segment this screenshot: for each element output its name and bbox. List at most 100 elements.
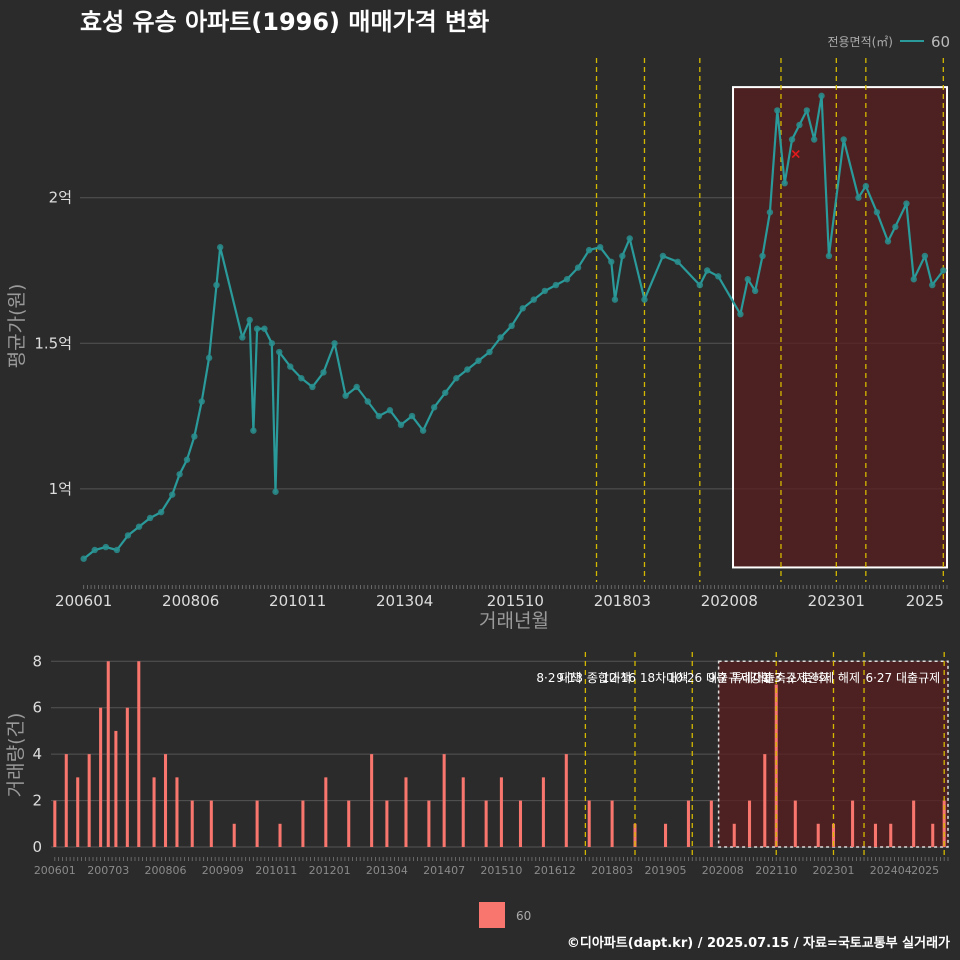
policy-label: 1·3 규제완화 bbox=[762, 671, 829, 685]
volume-bar bbox=[873, 823, 878, 847]
policy-label: 8·2 대책 bbox=[536, 670, 581, 685]
volume-bar bbox=[763, 754, 767, 847]
volume-bar bbox=[442, 754, 446, 847]
price-point bbox=[563, 276, 571, 283]
price-point bbox=[508, 322, 515, 330]
price-point bbox=[781, 179, 788, 187]
price-point bbox=[940, 267, 947, 274]
recent-trade-x bbox=[791, 150, 800, 159]
volume-bar bbox=[370, 754, 374, 847]
volume-bar bbox=[385, 800, 389, 847]
price-point bbox=[298, 375, 305, 382]
volume-bar bbox=[499, 777, 503, 847]
recent-trade-marker bbox=[791, 150, 800, 159]
price-point bbox=[408, 412, 416, 420]
policy-label: 12·16 18차대책 bbox=[602, 670, 689, 685]
price-x-tick-label: 201304 bbox=[376, 592, 433, 610]
volume-x-tick-label: 202301 bbox=[812, 864, 854, 877]
price-x-tick-label: 201510 bbox=[487, 592, 544, 610]
volume-bar bbox=[774, 684, 778, 847]
volume-bar bbox=[541, 777, 545, 847]
price-x-tick-label: 202301 bbox=[808, 592, 865, 610]
volume-x-ticks: 200601 200703 200806 200909 201011 201201 2013… bbox=[34, 857, 949, 877]
price-x-tick-label: 200601 bbox=[55, 592, 112, 610]
price-point bbox=[276, 348, 283, 356]
price-point bbox=[530, 296, 537, 303]
price-point bbox=[183, 456, 191, 463]
price-point bbox=[659, 252, 667, 260]
volume-bar bbox=[732, 823, 736, 847]
price-point bbox=[803, 107, 811, 114]
volume-bar bbox=[587, 800, 591, 847]
volume-bar bbox=[209, 800, 213, 847]
price-point bbox=[386, 407, 394, 414]
volume-bar bbox=[347, 800, 351, 847]
price-point bbox=[198, 398, 205, 405]
price-point bbox=[759, 252, 766, 260]
price-point bbox=[751, 287, 759, 295]
price-point bbox=[268, 340, 276, 347]
volume-bar bbox=[518, 800, 523, 847]
price-point bbox=[611, 296, 619, 303]
price-point bbox=[552, 281, 560, 289]
volume-bar bbox=[76, 777, 80, 847]
price-point bbox=[737, 310, 744, 318]
price-point bbox=[929, 281, 936, 289]
price-point bbox=[774, 107, 781, 114]
price-point bbox=[475, 357, 482, 364]
price-point bbox=[176, 471, 183, 478]
volume-legend-label: 60 bbox=[516, 909, 531, 923]
price-point bbox=[453, 375, 460, 382]
chart-title: 효성 유승 아파트(1996) 매매가격 변화 bbox=[80, 8, 489, 36]
price-point bbox=[641, 296, 648, 303]
price-point bbox=[810, 136, 818, 143]
volume-y-tick-label: 4 bbox=[32, 745, 42, 763]
price-point bbox=[309, 383, 316, 391]
footer-credit: ©디아파트(dapt.kr) / 2025.07.15 / 자료=국토교통부 실… bbox=[567, 935, 950, 951]
price-point bbox=[239, 334, 246, 341]
price-y-tick-label: 1억 bbox=[49, 480, 72, 498]
policy-label: 10·26 대출규제강화 bbox=[668, 671, 772, 685]
policy-label: 9·13 종합대책 bbox=[556, 670, 631, 685]
price-point bbox=[574, 264, 582, 271]
price-x-axis-label: 거래년월 bbox=[479, 610, 549, 632]
price-point bbox=[364, 398, 371, 405]
volume-bar bbox=[301, 800, 305, 847]
volume-bar bbox=[889, 823, 893, 847]
volume-x-tick-label: 200806 bbox=[145, 864, 187, 877]
price-point bbox=[855, 194, 862, 201]
price-point bbox=[840, 136, 847, 143]
price-point bbox=[331, 340, 338, 347]
price-point bbox=[744, 276, 751, 283]
price-point bbox=[320, 369, 327, 376]
price-point bbox=[892, 223, 899, 231]
price-point bbox=[419, 427, 427, 434]
volume-x-tick-label: 201803 bbox=[591, 864, 633, 877]
policy-label: 9·7 특례대출축소 토허제 해제 bbox=[708, 671, 860, 685]
volume-bar bbox=[851, 800, 855, 847]
volume-bar bbox=[64, 754, 68, 847]
price-point bbox=[113, 546, 121, 554]
price-point bbox=[146, 514, 154, 522]
volume-bar bbox=[564, 754, 568, 847]
volume-bar bbox=[278, 823, 282, 847]
price-point bbox=[486, 348, 493, 356]
volume-x-tick-label: 201905 bbox=[645, 864, 687, 877]
legend-series-label: 60 bbox=[931, 33, 950, 51]
volume-bar bbox=[53, 800, 57, 847]
volume-x-tick-label: 201304 bbox=[366, 864, 408, 877]
price-point bbox=[80, 555, 87, 562]
price-point bbox=[796, 121, 803, 129]
price-point bbox=[442, 389, 449, 396]
volume-bar bbox=[664, 823, 668, 847]
volume-bar bbox=[114, 730, 118, 847]
price-point bbox=[213, 281, 220, 289]
price-point bbox=[766, 209, 774, 216]
volume-x-tick-label: 201011 bbox=[255, 864, 297, 877]
volume-bar bbox=[106, 661, 110, 847]
price-point bbox=[287, 363, 294, 370]
price-point bbox=[191, 433, 198, 440]
price-point bbox=[910, 276, 917, 283]
volume-bar bbox=[137, 661, 141, 847]
